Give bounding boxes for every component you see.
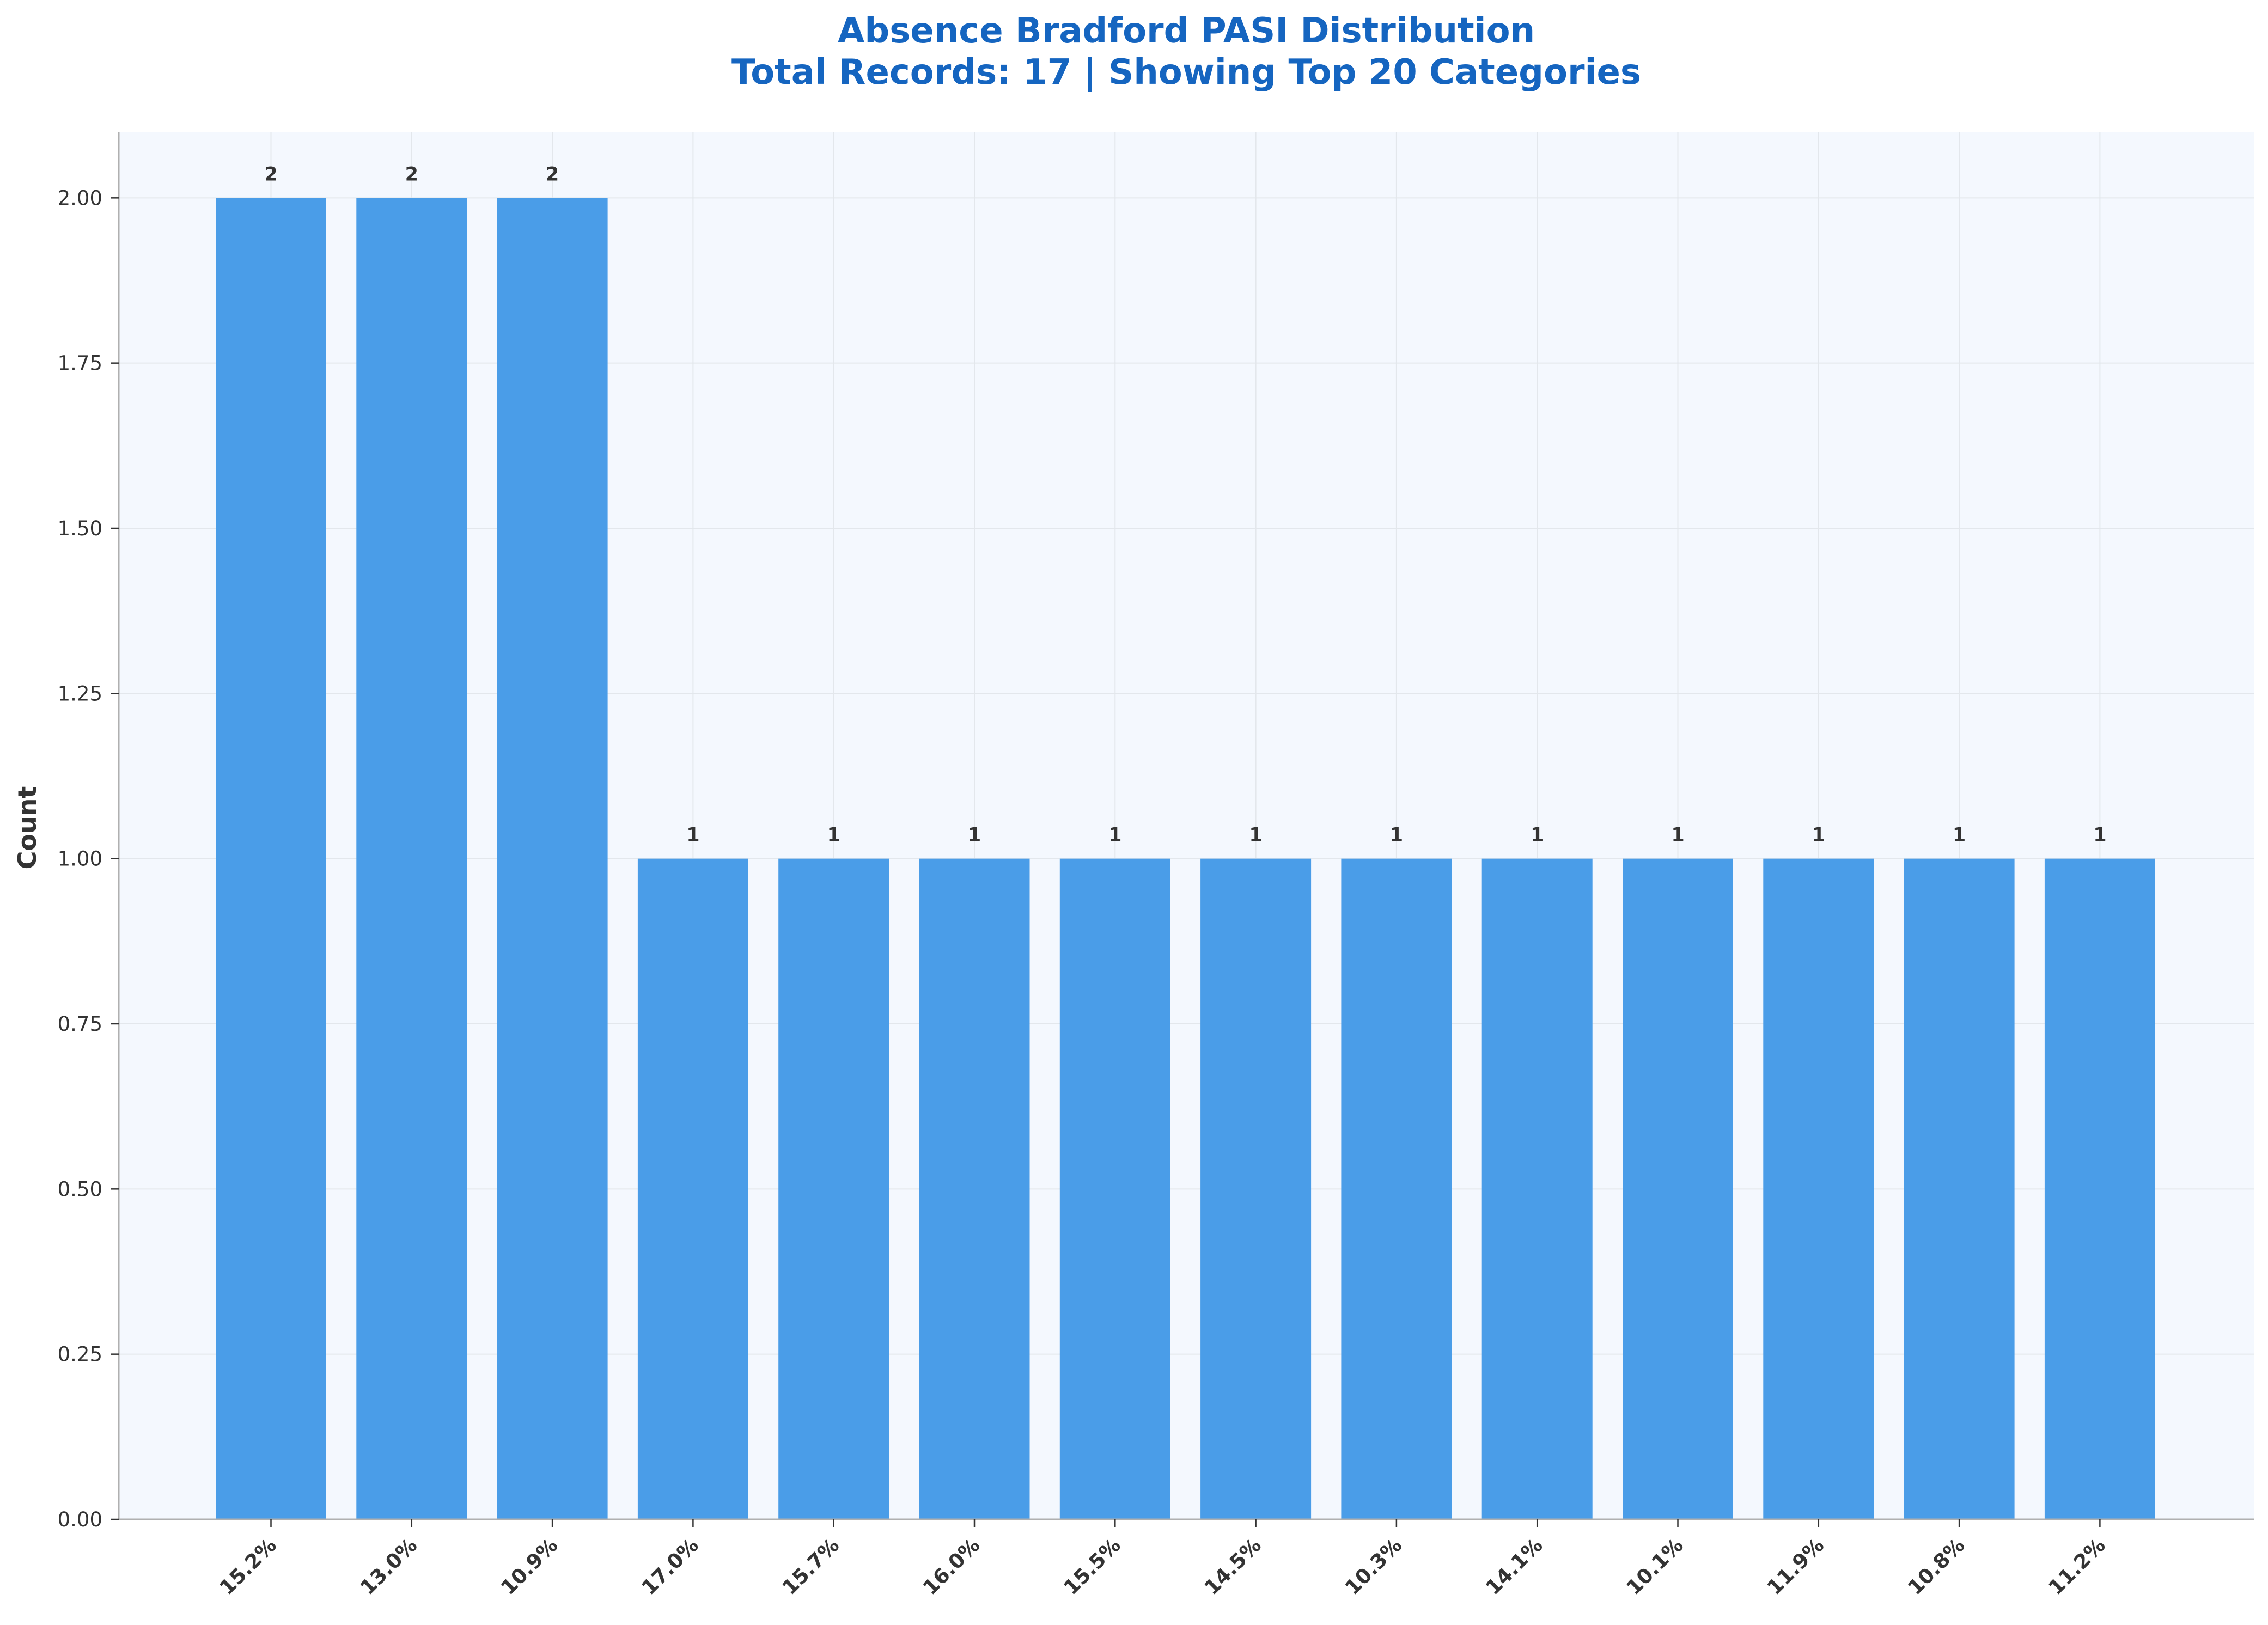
x-tick-label: 17.0%	[637, 1534, 703, 1599]
bar	[1481, 858, 1593, 1519]
bar-value-label: 1	[1390, 824, 1403, 846]
x-tick-label: 10.8%	[1903, 1534, 1969, 1599]
x-tick-label: 14.1%	[1481, 1534, 1547, 1599]
y-tick-label: 0.25	[58, 1343, 102, 1366]
x-tick-label: 10.3%	[1340, 1534, 1406, 1599]
bar	[497, 198, 608, 1520]
x-tick-label: 10.1%	[1622, 1534, 1688, 1599]
bar	[1763, 858, 1874, 1519]
x-tick-label: 16.0%	[918, 1534, 984, 1599]
bar	[919, 858, 1030, 1519]
bar-value-label: 1	[686, 824, 699, 846]
bar-value-label: 1	[1249, 824, 1262, 846]
x-tick-label: 14.5%	[1200, 1534, 1266, 1599]
bar-value-label: 1	[827, 824, 840, 846]
bar-value-label: 1	[2093, 824, 2106, 846]
y-tick-label: 1.25	[58, 682, 102, 705]
bar	[1341, 858, 1452, 1519]
bar-value-label: 2	[405, 163, 418, 185]
y-tick-label: 0.00	[58, 1508, 102, 1531]
bar	[1059, 858, 1170, 1519]
chart-title: Absence Bradford PASI Distribution	[838, 11, 1535, 51]
bar	[778, 858, 889, 1519]
bar	[2044, 858, 2155, 1519]
y-tick-label: 1.50	[58, 517, 102, 540]
bar	[637, 858, 748, 1519]
bar-value-label: 1	[1812, 824, 1825, 846]
x-tick-label: 15.5%	[1059, 1534, 1125, 1599]
y-tick-label: 1.00	[58, 847, 102, 871]
bar	[1623, 858, 1733, 1519]
x-tick-label: 13.0%	[356, 1534, 422, 1599]
x-tick-label: 10.9%	[496, 1534, 562, 1599]
bar-value-label: 1	[1953, 824, 1966, 846]
bar	[1200, 858, 1312, 1519]
data-labels: 2 2 2 1 1 1 1 1 1 1 1 1 1 1	[264, 163, 2106, 846]
bar-value-label: 1	[1108, 824, 1121, 846]
bar-value-label: 2	[264, 163, 277, 185]
x-tick-label: 15.2%	[215, 1534, 281, 1599]
y-tick-label: 1.75	[58, 352, 102, 375]
x-tick-label: 15.7%	[778, 1534, 844, 1599]
x-tick-label: 11.2%	[2044, 1534, 2110, 1599]
y-tick-label: 2.00	[58, 186, 102, 210]
bar-value-label: 1	[968, 824, 981, 846]
y-tick-label: 0.50	[58, 1177, 102, 1201]
bar	[1904, 858, 2015, 1519]
bar	[216, 198, 326, 1520]
chart-subtitle: Total Records: 17 | Showing Top 20 Categ…	[731, 52, 1641, 93]
x-ticks: 15.2% 13.0% 10.9% 17.0% 15.7% 16.0% 15.5% 14.5%…	[215, 1519, 2110, 1599]
bar-value-label: 1	[1531, 824, 1544, 846]
bar-value-label: 2	[546, 163, 559, 185]
y-axis-label: Count	[13, 786, 42, 870]
bar	[356, 198, 467, 1520]
bar-value-label: 1	[1671, 824, 1684, 846]
y-ticks: 0.00 0.25 0.50 0.75 1.00 1.25 1.50 1.75 2.00	[58, 186, 119, 1531]
x-tick-label: 11.9%	[1763, 1534, 1828, 1599]
bars	[216, 198, 2155, 1520]
y-tick-label: 0.75	[58, 1012, 102, 1036]
